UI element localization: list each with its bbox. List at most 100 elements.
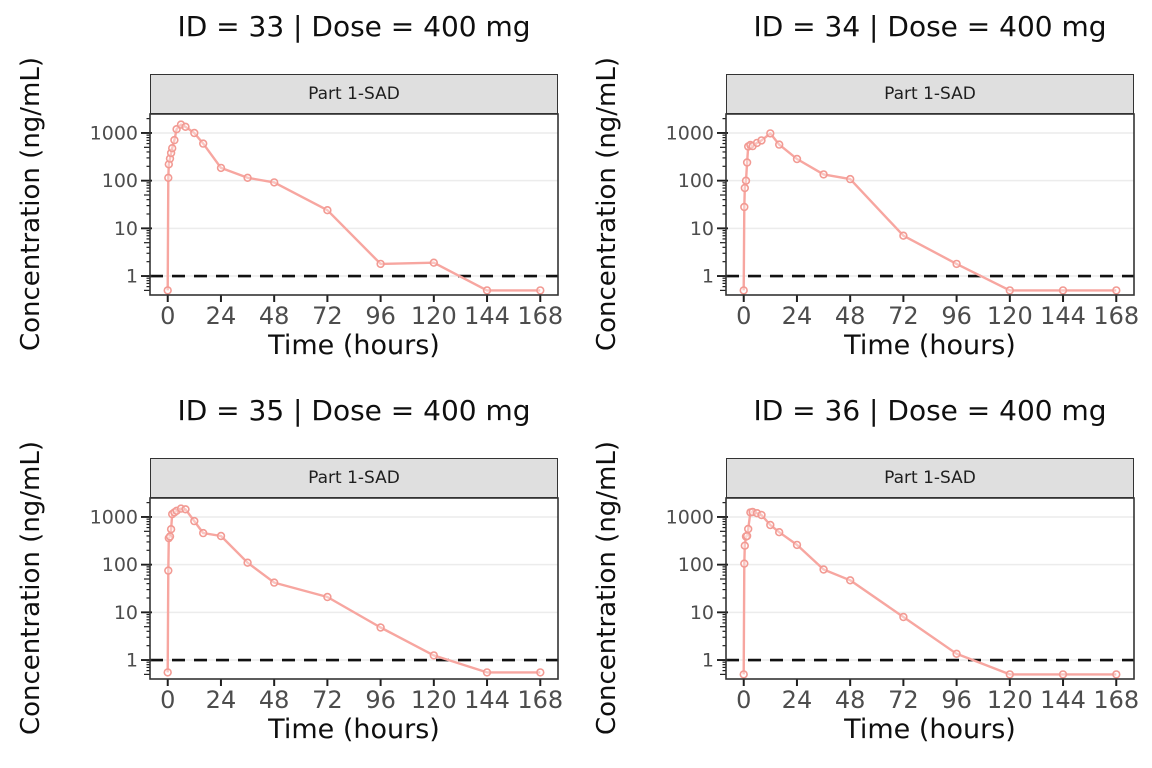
- y-tick-label: 1: [126, 266, 138, 288]
- x-tick-label: 72: [888, 686, 919, 714]
- facet-strip-label: Part 1-SAD: [884, 84, 976, 104]
- y-tick-label: 10: [114, 218, 138, 240]
- y-tick-label: 10: [114, 602, 138, 624]
- y-tick-label: 1000: [666, 122, 714, 144]
- data-point: [739, 670, 748, 679]
- x-tick-label: 0: [160, 686, 175, 714]
- data-point: [740, 202, 749, 212]
- data-point: [1058, 670, 1068, 679]
- x-tick-label: 168: [517, 686, 563, 714]
- x-tick-label: 168: [517, 302, 563, 330]
- facet-strip: Part 1-SAD: [150, 74, 558, 114]
- x-tick-label: 144: [464, 686, 510, 714]
- data-point: [181, 505, 190, 514]
- y-tick-label: 1000: [666, 506, 714, 528]
- data-point: [1058, 286, 1068, 295]
- x-tick-label: 48: [835, 302, 866, 330]
- data-point: [323, 206, 332, 215]
- y-tick-label: 100: [102, 170, 138, 192]
- data-point: [190, 128, 199, 138]
- subplot-svg-35: 1 10 100 1000 0 24 48 72 96 120 144 168: [90, 497, 563, 714]
- y-tick-label: 10: [690, 602, 714, 624]
- data-point: [216, 163, 226, 173]
- x-axis-title: Time (hours): [268, 714, 440, 745]
- data-point: [819, 565, 828, 574]
- x-tick-label: 24: [782, 686, 813, 714]
- data-point: [323, 592, 332, 602]
- x-tick-label: 120: [987, 302, 1033, 330]
- data-point: [165, 532, 175, 541]
- y-tick-label: 100: [102, 554, 138, 576]
- plot-title: ID = 35 | Dose = 400 mg: [177, 394, 531, 427]
- y-tick-label: 1000: [90, 122, 138, 144]
- panel-border: [725, 113, 1135, 296]
- data-point: [163, 668, 172, 677]
- data-point: [1005, 286, 1014, 295]
- x-tick-label: 72: [312, 302, 343, 330]
- data-point: [952, 649, 961, 658]
- data-point: [742, 158, 752, 167]
- data-point: [164, 173, 173, 183]
- x-tick-label: 144: [1040, 302, 1086, 330]
- y-tick-label: 1: [126, 650, 138, 672]
- data-point: [170, 135, 179, 145]
- data-point: [952, 259, 961, 269]
- data-point: [376, 259, 385, 269]
- x-tick-label: 24: [206, 302, 237, 330]
- x-tick-label: 144: [1040, 686, 1086, 714]
- data-point: [429, 258, 438, 267]
- data-point: [164, 566, 173, 575]
- facet-strip-label: Part 1-SAD: [884, 468, 976, 488]
- subplot-id-34: ID = 34 | Dose = 400 mg Concentration (n…: [576, 0, 1152, 384]
- x-tick-label: 120: [411, 686, 457, 714]
- facet-strip: Part 1-SAD: [150, 458, 558, 498]
- data-point: [741, 176, 751, 185]
- y-tick-label: 100: [678, 554, 714, 576]
- facet-strip-label: Part 1-SAD: [308, 468, 400, 488]
- data-point: [270, 178, 279, 187]
- subplot-svg-34: 1 10 100 1000 0 24 48 72 96 120 144 168: [666, 113, 1139, 330]
- data-point: [429, 651, 438, 660]
- x-tick-label: 0: [736, 302, 751, 330]
- y-tick-label: 1: [702, 650, 714, 672]
- data-point: [766, 129, 775, 138]
- x-tick-label: 0: [160, 302, 175, 330]
- data-point: [168, 144, 177, 153]
- facet-strip-label: Part 1-SAD: [308, 84, 400, 104]
- x-tick-label: 144: [464, 302, 510, 330]
- y-tick-label: 100: [678, 170, 714, 192]
- data-point: [199, 528, 208, 538]
- x-tick-label: 48: [835, 686, 866, 714]
- panel-border: [149, 497, 559, 680]
- subplot-id-33: ID = 33 | Dose = 400 mg Concentration (n…: [0, 0, 576, 384]
- x-tick-label: 96: [941, 686, 972, 714]
- x-tick-label: 168: [1093, 302, 1139, 330]
- data-point: [792, 540, 802, 550]
- data-point: [846, 576, 855, 585]
- data-point: [166, 525, 176, 534]
- data-point: [190, 516, 199, 526]
- x-tick-label: 96: [365, 686, 396, 714]
- data-point: [163, 286, 172, 295]
- data-point: [739, 286, 748, 295]
- data-point: [792, 154, 802, 164]
- x-tick-label: 120: [411, 302, 457, 330]
- data-point: [1005, 670, 1014, 679]
- x-tick-label: 72: [888, 302, 919, 330]
- y-tick-label: 1000: [90, 506, 138, 528]
- data-point: [270, 578, 279, 587]
- data-point: [199, 139, 208, 148]
- data-point: [181, 122, 190, 132]
- plot-title: ID = 33 | Dose = 400 mg: [177, 10, 531, 43]
- x-axis-title: Time (hours): [844, 330, 1016, 361]
- data-point: [536, 668, 545, 677]
- data-point: [1112, 286, 1121, 295]
- x-tick-label: 0: [736, 686, 751, 714]
- x-tick-label: 168: [1093, 686, 1139, 714]
- data-point: [742, 531, 752, 541]
- subplot-svg-36: 1 10 100 1000 0 24 48 72 96 120 144 168: [666, 497, 1139, 714]
- y-tick-label: 10: [690, 218, 714, 240]
- data-point: [819, 170, 828, 179]
- plot-title: ID = 36 | Dose = 400 mg: [753, 394, 1107, 427]
